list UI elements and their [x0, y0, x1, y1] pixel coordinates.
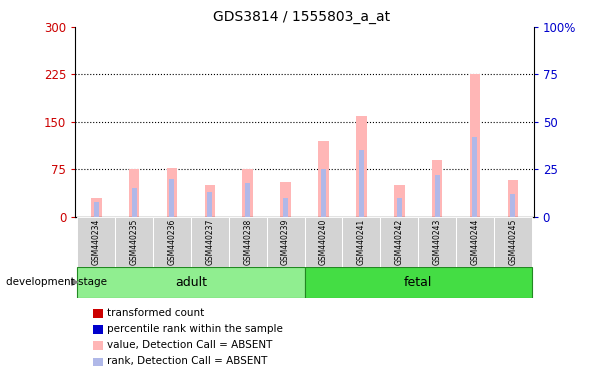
Bar: [77, 217, 115, 267]
Bar: [191, 217, 229, 267]
Text: GSM440244: GSM440244: [470, 219, 479, 265]
Text: GDS3814 / 1555803_a_at: GDS3814 / 1555803_a_at: [213, 10, 390, 23]
Bar: [115, 217, 153, 267]
Bar: [207, 192, 212, 217]
Text: transformed count: transformed count: [107, 308, 204, 318]
Bar: [131, 189, 136, 217]
Text: GSM440241: GSM440241: [357, 219, 366, 265]
Bar: [280, 182, 291, 217]
Bar: [494, 217, 532, 267]
Text: value, Detection Call = ABSENT: value, Detection Call = ABSENT: [107, 340, 273, 350]
Bar: [93, 202, 99, 217]
Text: percentile rank within the sample: percentile rank within the sample: [107, 324, 283, 334]
Bar: [77, 267, 305, 298]
Text: GSM440234: GSM440234: [92, 219, 101, 265]
Text: GSM440239: GSM440239: [281, 219, 290, 265]
Bar: [229, 217, 267, 267]
Bar: [169, 179, 174, 217]
Text: GSM440238: GSM440238: [243, 219, 252, 265]
Bar: [470, 74, 480, 217]
Bar: [321, 169, 326, 217]
Bar: [359, 151, 364, 217]
Bar: [508, 180, 518, 217]
Text: GSM440240: GSM440240: [319, 219, 328, 265]
Bar: [204, 185, 215, 217]
Bar: [435, 175, 440, 217]
Bar: [394, 185, 405, 217]
Bar: [245, 183, 250, 217]
Bar: [305, 267, 532, 298]
Bar: [318, 141, 329, 217]
Bar: [153, 217, 191, 267]
Bar: [242, 169, 253, 217]
Bar: [380, 217, 418, 267]
Text: development stage: development stage: [6, 277, 107, 287]
Text: rank, Detection Call = ABSENT: rank, Detection Call = ABSENT: [107, 356, 268, 366]
Bar: [356, 116, 367, 217]
Bar: [91, 198, 101, 217]
Bar: [129, 169, 139, 217]
Bar: [166, 167, 177, 217]
Bar: [456, 217, 494, 267]
Bar: [418, 217, 456, 267]
Text: GSM440243: GSM440243: [432, 219, 441, 265]
Text: GSM440235: GSM440235: [130, 219, 139, 265]
Bar: [432, 160, 443, 217]
Text: adult: adult: [175, 276, 207, 289]
Text: GSM440242: GSM440242: [395, 219, 403, 265]
Bar: [283, 198, 288, 217]
Text: GSM440236: GSM440236: [168, 219, 177, 265]
Bar: [473, 137, 478, 217]
Bar: [305, 217, 343, 267]
Text: fetal: fetal: [404, 276, 432, 289]
Bar: [397, 198, 402, 217]
Bar: [267, 217, 305, 267]
Text: GSM440237: GSM440237: [206, 219, 214, 265]
Bar: [343, 217, 380, 267]
Text: GSM440245: GSM440245: [508, 219, 517, 265]
Bar: [510, 194, 516, 217]
